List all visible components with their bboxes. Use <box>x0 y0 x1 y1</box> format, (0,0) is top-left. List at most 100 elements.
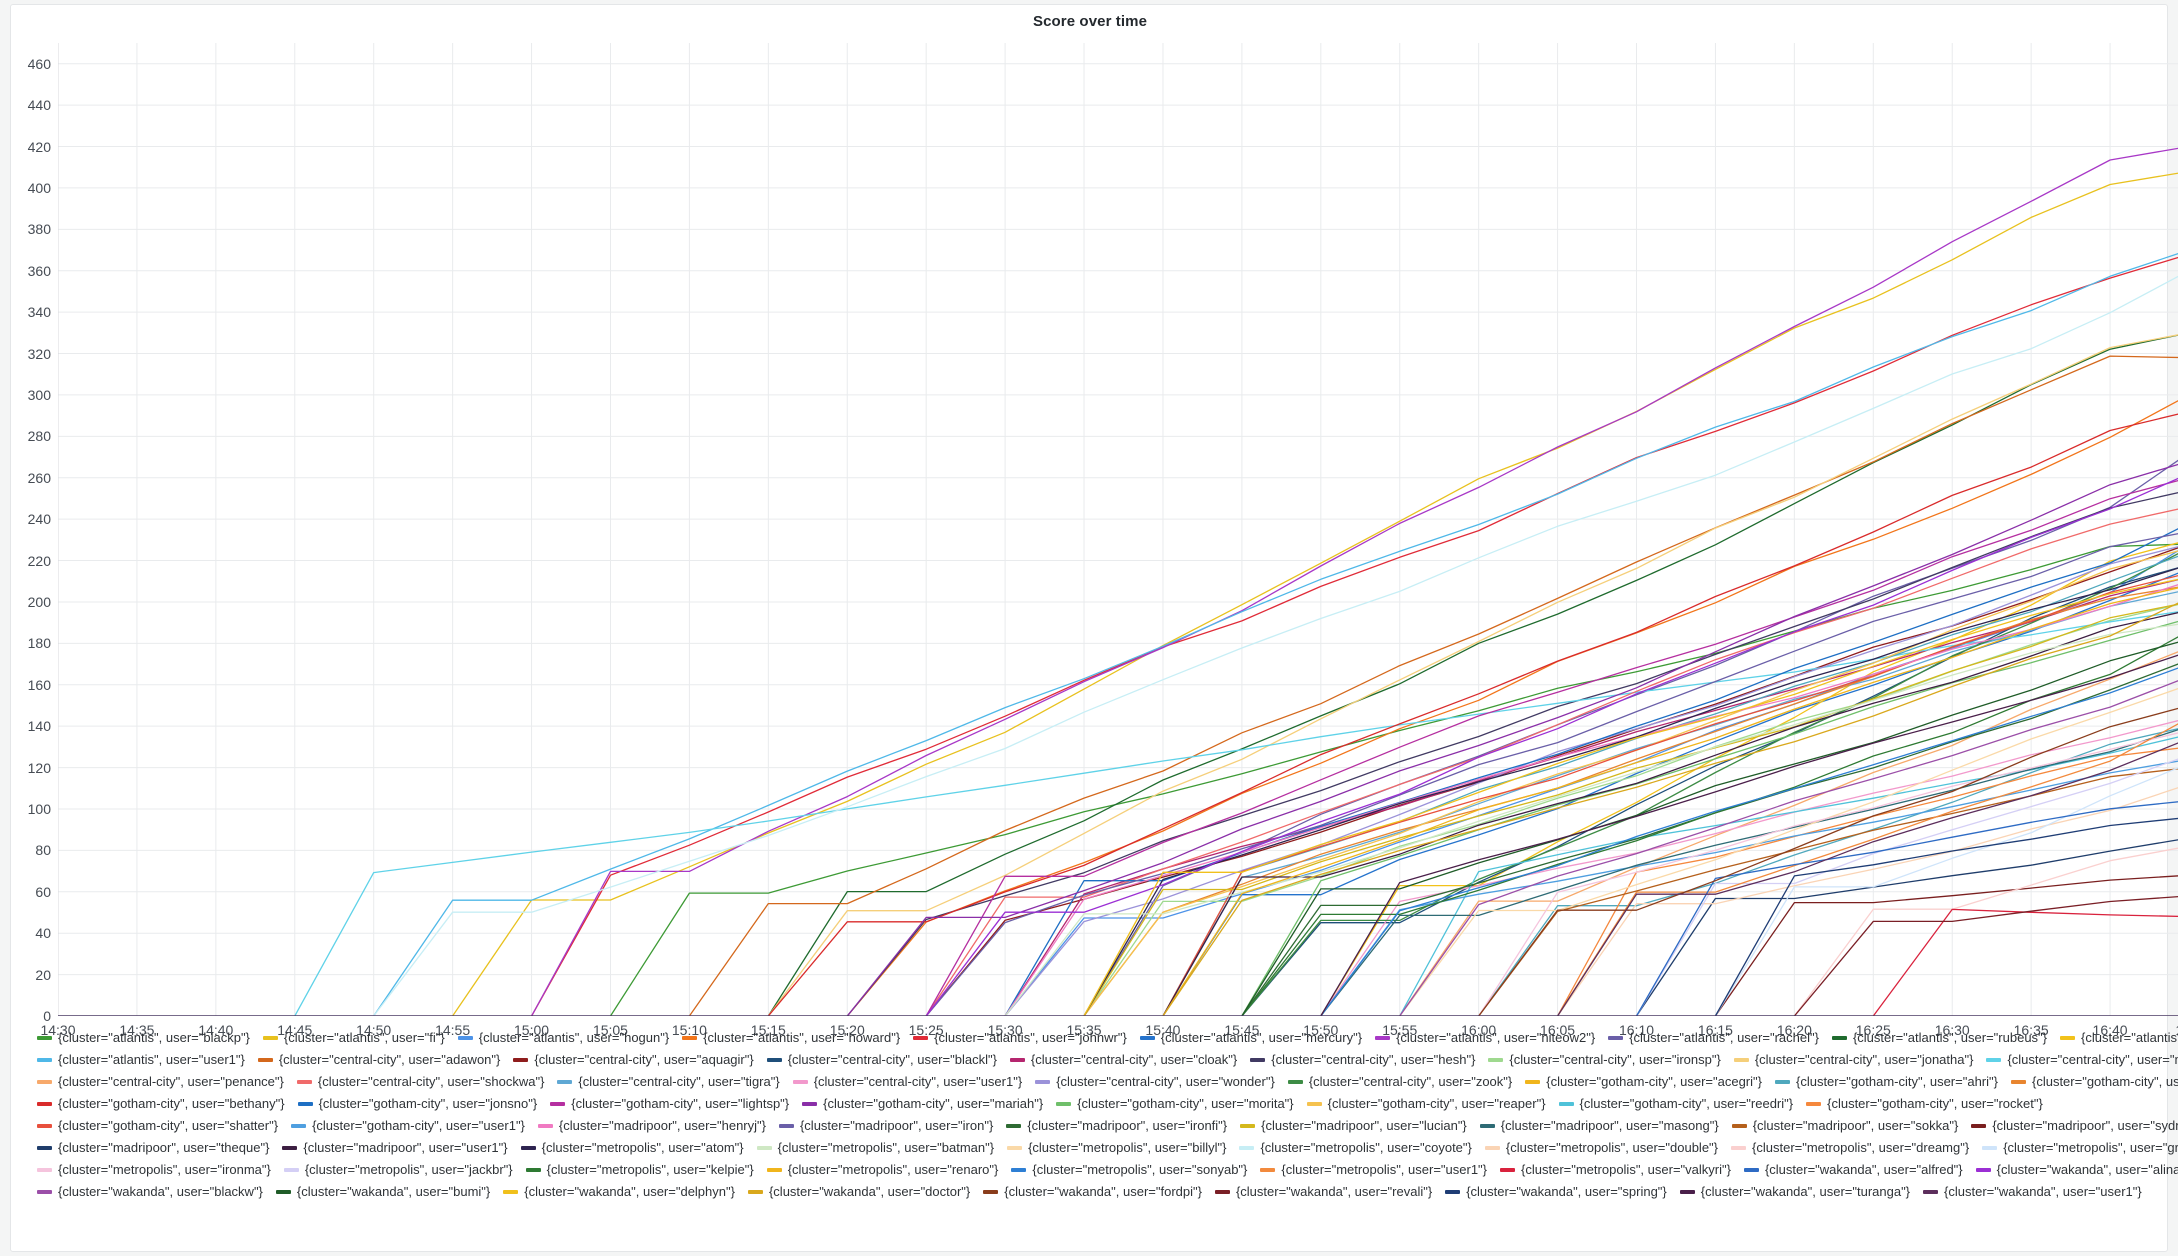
legend-item[interactable]: {cluster="gotham-city", user="shatter"} <box>37 1115 278 1137</box>
series-line <box>1714 875 2178 1016</box>
legend-item[interactable]: {cluster="atlantis", user="fi"} <box>262 1027 445 1049</box>
legend-item[interactable]: {cluster="wakanda", user="bumi"} <box>275 1181 490 1203</box>
legend-item[interactable]: {cluster="atlantis", user="mercury"} <box>1139 1027 1362 1049</box>
legend-item[interactable]: {cluster="gotham-city", user="user1"} <box>291 1115 525 1137</box>
legend-item[interactable]: {cluster="madripoor", user="henryj"} <box>537 1115 766 1137</box>
x-axis-tick: 16:4 <box>2149 1022 2178 1038</box>
legend-item-label: {cluster="wakanda", user="spring"} <box>1466 1184 1667 1199</box>
legend-item[interactable]: {cluster="wakanda", user="fordpi"} <box>983 1181 1202 1203</box>
legend-item[interactable]: {cluster="metropolis", user="valkyri"} <box>1500 1159 1731 1181</box>
legend-item[interactable]: {cluster="madripoor", user="masong"} <box>1479 1115 1719 1137</box>
legend-item[interactable]: {cluster="madripoor", user="user1"} <box>282 1137 508 1159</box>
legend-item[interactable]: {cluster="atlantis", user="niteow2"} <box>1375 1027 1595 1049</box>
legend-item[interactable]: {cluster="metropolis", user="user1"} <box>1260 1159 1487 1181</box>
legend-item[interactable]: {cluster="atlantis", user="howard"} <box>682 1027 900 1049</box>
legend-item[interactable]: {cluster="central-city", user="misango"} <box>1986 1049 2178 1071</box>
legend-item[interactable]: {cluster="madripoor", user="sydney"} <box>1971 1115 2178 1137</box>
legend[interactable]: {cluster="atlantis", user="blackp"} {clus… <box>37 1027 2178 1203</box>
legend-color-swatch-icon <box>1731 1124 1747 1128</box>
legend-item[interactable]: {cluster="gotham-city", user="reaper"} <box>1306 1093 1546 1115</box>
legend-item[interactable]: {cluster="madripoor", user="iron"} <box>778 1115 993 1137</box>
series-line <box>925 533 2178 1016</box>
legend-item[interactable]: {cluster="atlantis", user="hogun"} <box>457 1027 669 1049</box>
legend-item[interactable]: {cluster="atlantis", user="rubeus"} <box>1831 1027 2047 1049</box>
legend-item[interactable]: {cluster="central-city", user="user1"} <box>792 1071 1022 1093</box>
legend-item[interactable]: {cluster="metropolis", user="jackbr"} <box>283 1159 513 1181</box>
legend-row: {cluster="central-city", user="penance"}… <box>37 1071 2178 1093</box>
legend-color-swatch-icon <box>778 1124 794 1128</box>
legend-item[interactable]: {cluster="gotham-city", user="jonsno"} <box>297 1093 537 1115</box>
legend-item[interactable]: {cluster="gotham-city", user="mariah"} <box>802 1093 1043 1115</box>
legend-color-swatch-icon <box>537 1124 553 1128</box>
legend-item[interactable]: {cluster="wakanda", user="alinap"} <box>1975 1159 2178 1181</box>
legend-item[interactable]: {cluster="central-city", user="aquagir"} <box>513 1049 754 1071</box>
legend-color-swatch-icon <box>1479 1124 1495 1128</box>
legend-item-label: {cluster="central-city", user="adawon"} <box>278 1052 501 1067</box>
legend-item-label: {cluster="madripoor", user="sydney"} <box>1992 1118 2178 1133</box>
legend-item[interactable]: {cluster="gotham-city", user="ahri"} <box>1774 1071 1998 1093</box>
legend-item[interactable]: {cluster="central-city", user="tigra"} <box>557 1071 780 1093</box>
legend-item[interactable]: {cluster="gotham-city", user="lightsp"} <box>550 1093 789 1115</box>
legend-item[interactable]: {cluster="wakanda", user="doctor"} <box>747 1181 970 1203</box>
legend-item[interactable]: {cluster="metropolis", user="renaro"} <box>766 1159 998 1181</box>
legend-item[interactable]: {cluster="gotham-city", user="babygr"} <box>2010 1071 2178 1093</box>
legend-item[interactable]: {cluster="central-city", user="zook"} <box>1287 1071 1512 1093</box>
legend-item[interactable]: {cluster="atlantis", user="johnwr"} <box>913 1027 1127 1049</box>
legend-item[interactable]: {cluster="central-city", user="penance"} <box>37 1071 284 1093</box>
series-line <box>1557 742 2178 1016</box>
legend-item[interactable]: {cluster="atlantis", user="rachel"} <box>1608 1027 1819 1049</box>
y-axis-tick: 340 <box>27 304 51 321</box>
legend-item[interactable]: {cluster="central-city", user="hesh"} <box>1250 1049 1475 1071</box>
legend-item[interactable]: {cluster="central-city", user="shockwa"} <box>296 1071 544 1093</box>
legend-item[interactable]: {cluster="madripoor", user="lucian"} <box>1240 1115 1467 1137</box>
legend-item[interactable]: {cluster="gotham-city", user="bethany"} <box>37 1093 285 1115</box>
legend-item[interactable]: {cluster="wakanda", user="turanga"} <box>1679 1181 1910 1203</box>
legend-item[interactable]: {cluster="wakanda", user="spring"} <box>1445 1181 1667 1203</box>
legend-item[interactable]: {cluster="wakanda", user="alfred"} <box>1743 1159 1963 1181</box>
series-line <box>1162 602 2178 1016</box>
legend-item[interactable]: {cluster="central-city", user="adawon"} <box>257 1049 501 1071</box>
legend-item[interactable]: {cluster="metropolis", user="atom"} <box>520 1137 744 1159</box>
legend-item[interactable]: {cluster="madripoor", user="sokka"} <box>1731 1115 1958 1137</box>
legend-item[interactable]: {cluster="metropolis", user="coyote"} <box>1239 1137 1472 1159</box>
legend-item[interactable]: {cluster="wakanda", user="revali"} <box>1214 1181 1432 1203</box>
series-line <box>1083 603 2178 1016</box>
y-axis-tick: 420 <box>27 138 51 155</box>
legend-item[interactable]: {cluster="metropolis", user="double"} <box>1484 1137 1718 1159</box>
legend-item[interactable]: {cluster="metropolis", user="dreamg"} <box>1731 1137 1969 1159</box>
legend-item[interactable]: {cluster="gotham-city", user="rocket"} <box>1806 1093 2043 1115</box>
legend-item[interactable]: {cluster="metropolis", user="batman"} <box>756 1137 994 1159</box>
legend-item[interactable]: {cluster="atlantis", user="user1"} <box>37 1049 245 1071</box>
legend-row: {cluster="gotham-city", user="bethany"} {… <box>37 1093 2157 1115</box>
legend-item[interactable]: {cluster="gotham-city", user="acegri"} <box>1525 1071 1762 1093</box>
legend-item[interactable]: {cluster="central-city", user="blackl"} <box>766 1049 997 1071</box>
legend-color-swatch-icon <box>983 1190 999 1194</box>
legend-item[interactable]: {cluster="central-city", user="ironsp"} <box>1488 1049 1721 1071</box>
legend-item[interactable]: {cluster="gotham-city", user="morita"} <box>1056 1093 1294 1115</box>
legend-item[interactable]: {cluster="central-city", user="cloak"} <box>1009 1049 1237 1071</box>
legend-item[interactable]: {cluster="metropolis", user="ironma"} <box>37 1159 271 1181</box>
legend-item[interactable]: {cluster="madripoor", user="theque"} <box>37 1137 269 1159</box>
legend-color-swatch-icon <box>262 1036 278 1040</box>
legend-item[interactable]: {cluster="central-city", user="wonder"} <box>1035 1071 1275 1093</box>
legend-item[interactable]: {cluster="madripoor", user="ironfi"} <box>1006 1115 1227 1137</box>
legend-item[interactable]: {cluster="metropolis", user="billyl"} <box>1007 1137 1226 1159</box>
legend-item[interactable]: {cluster="metropolis", user="sonyab"} <box>1011 1159 1247 1181</box>
y-axis-tick: 60 <box>35 883 51 900</box>
legend-item[interactable]: {cluster="atlantis", user="saria"} <box>2060 1027 2178 1049</box>
legend-item[interactable]: {cluster="wakanda", user="delphyn"} <box>503 1181 735 1203</box>
legend-item[interactable]: {cluster="gotham-city", user="reedri"} <box>1558 1093 1793 1115</box>
legend-item[interactable]: {cluster="wakanda", user="blackw"} <box>37 1181 263 1203</box>
legend-row: {cluster="atlantis", user="blackp"} {clus… <box>37 1027 2178 1049</box>
legend-item-label: {cluster="central-city", user="hesh"} <box>1271 1052 1476 1067</box>
series-line <box>1162 575 2178 1016</box>
legend-color-swatch-icon <box>283 1168 299 1172</box>
legend-item[interactable]: {cluster="wakanda", user="user1"} <box>1923 1181 2142 1203</box>
y-axis-tick: 80 <box>35 842 51 859</box>
x-axis-tick: 16:30 <box>1934 1022 1970 1038</box>
legend-item[interactable]: {cluster="atlantis", user="blackp"} <box>37 1027 250 1049</box>
legend-item[interactable]: {cluster="metropolis", user="greatk"} <box>1982 1137 2178 1159</box>
legend-item[interactable]: {cluster="central-city", user="jonatha"} <box>1733 1049 1973 1071</box>
legend-item[interactable]: {cluster="metropolis", user="kelpie"} <box>525 1159 754 1181</box>
legend-color-swatch-icon <box>2060 1036 2076 1040</box>
